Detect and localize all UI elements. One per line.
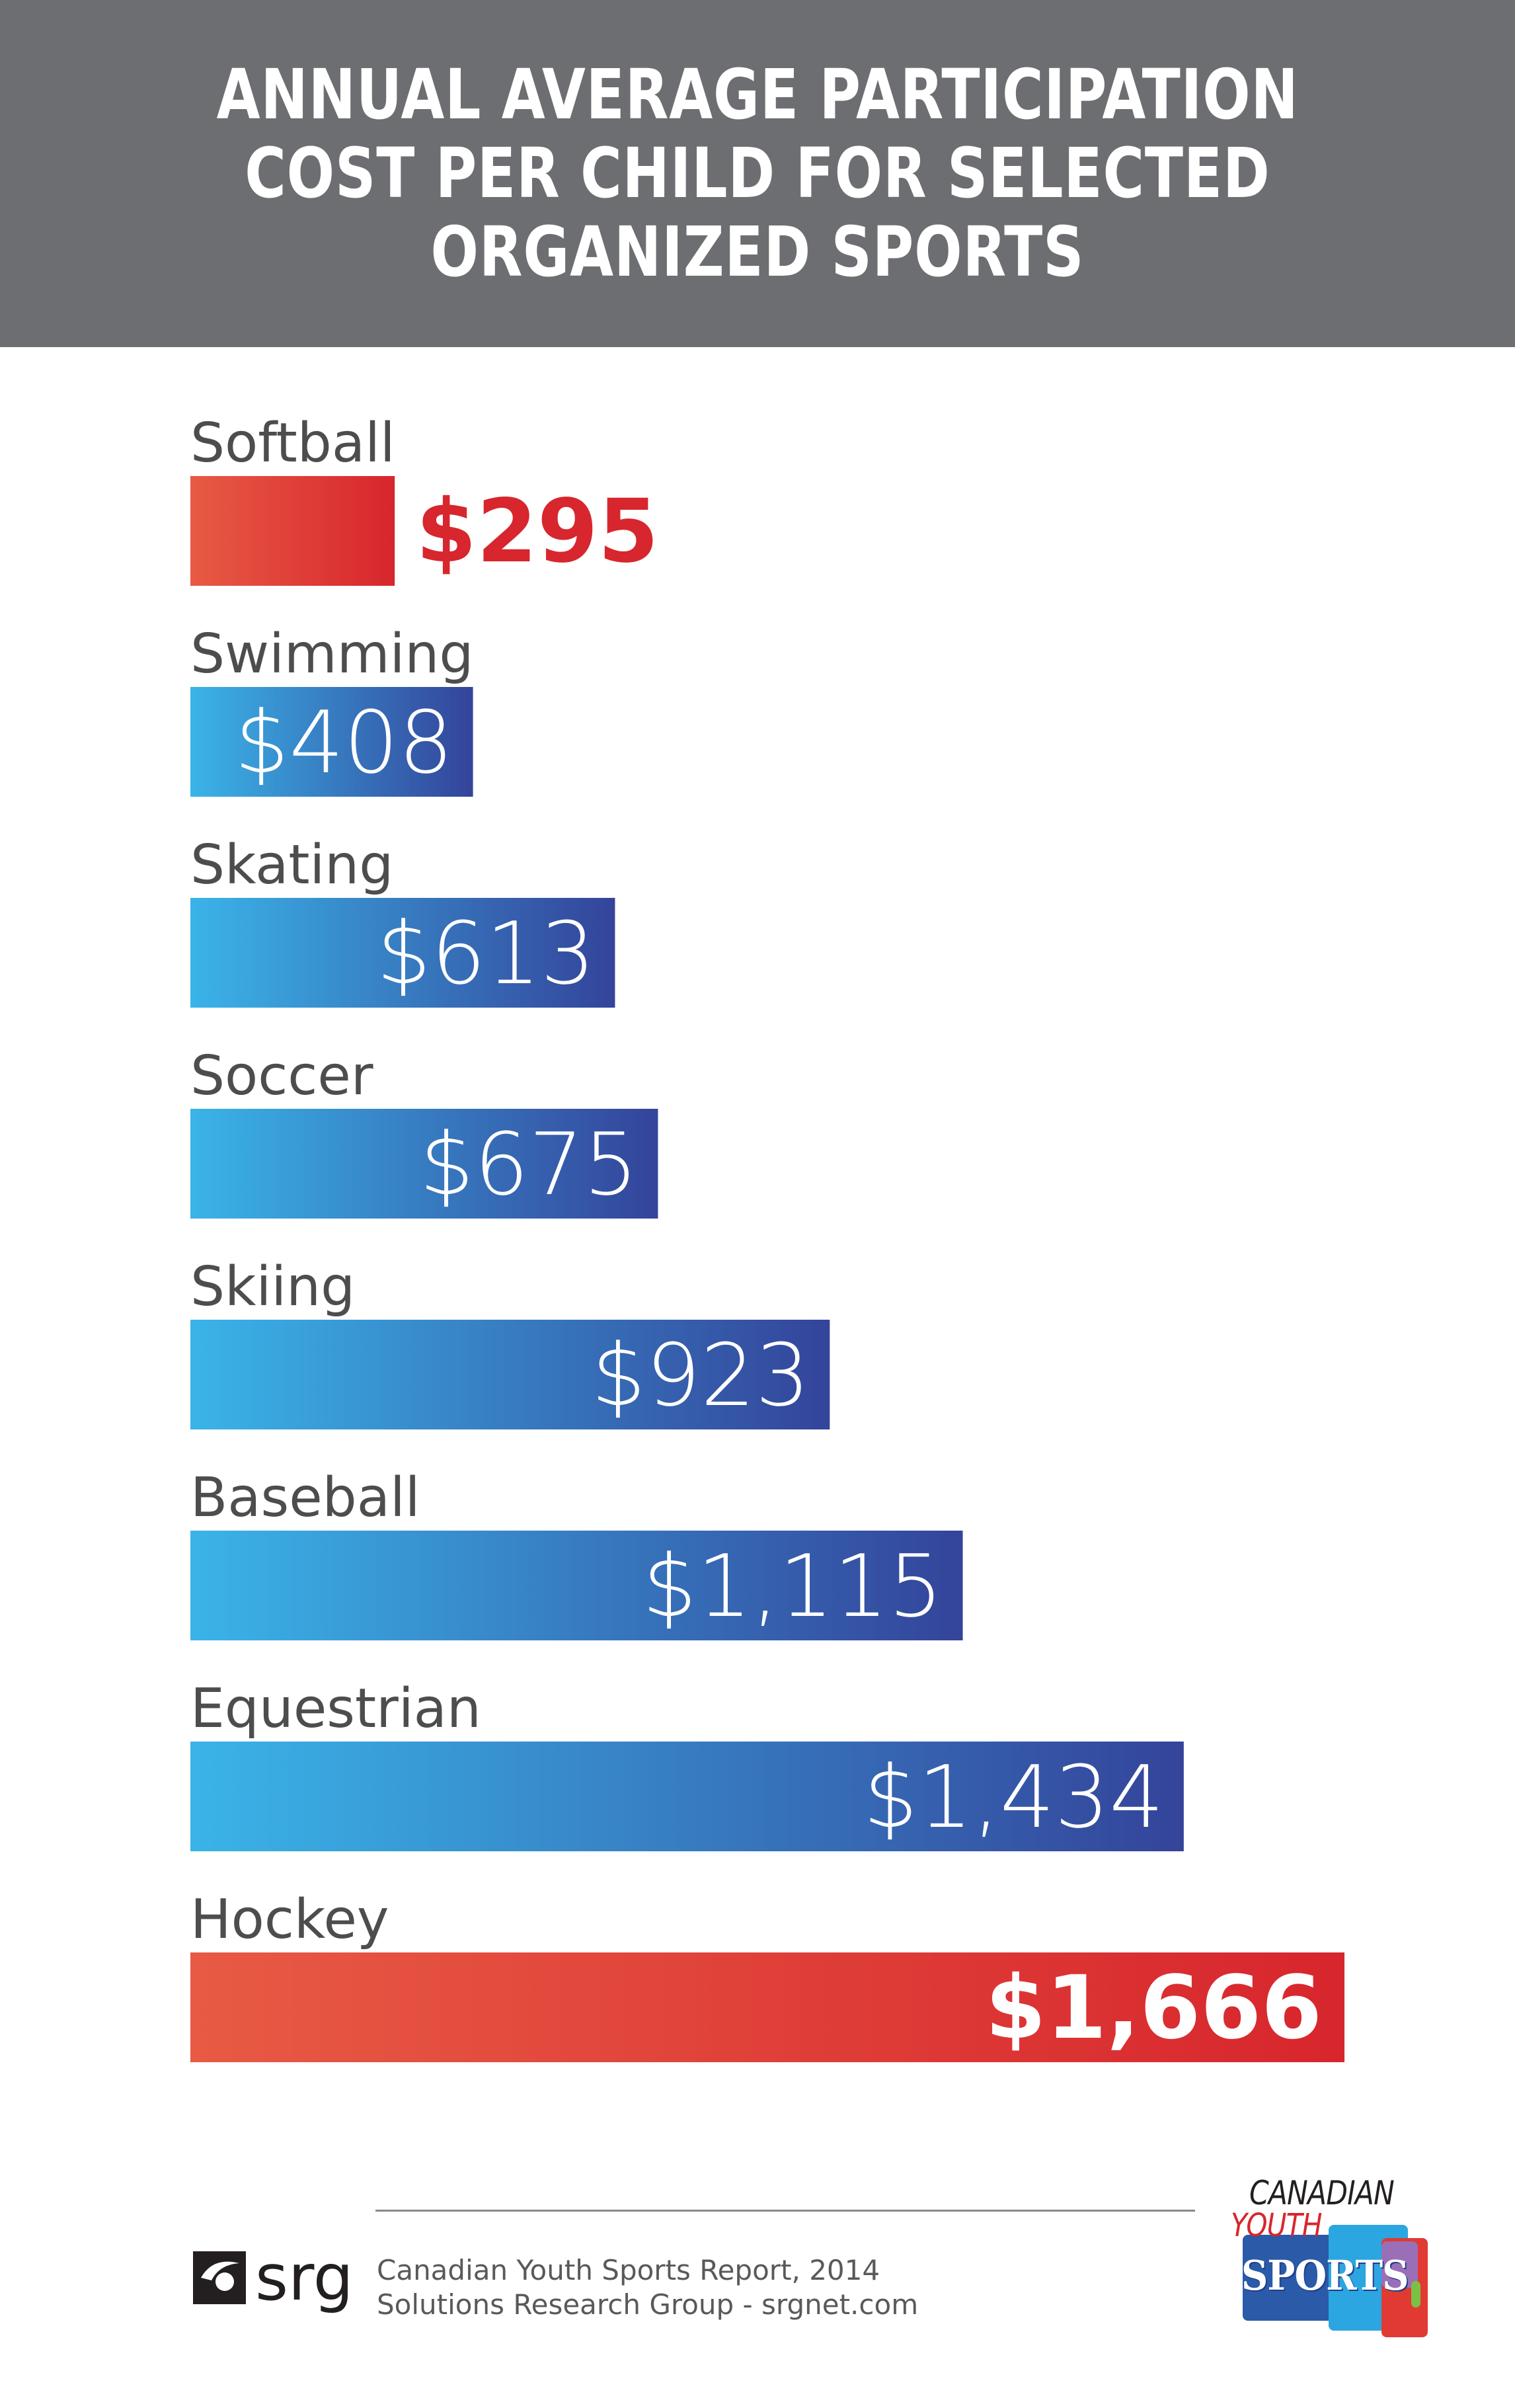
header-banner: ANNUAL AVERAGE PARTICIPATION COST PER CH… bbox=[0, 0, 1515, 347]
bar-skating bbox=[190, 898, 615, 1008]
category-label-equestrian: Equestrian bbox=[190, 1677, 481, 1740]
title-line-3: ORGANIZED SPORTS bbox=[430, 212, 1085, 292]
bar-chart: Softball $295 Swimming$408 Skating$613Socce… bbox=[190, 412, 1344, 2062]
bar-soccer bbox=[190, 1109, 658, 1219]
category-label-skating: Skating bbox=[190, 834, 393, 897]
bar-swimming bbox=[190, 687, 473, 797]
value-label-skating: $613 bbox=[377, 903, 596, 1004]
category-label-soccer: Soccer bbox=[190, 1045, 373, 1107]
logo-block-green bbox=[1411, 2281, 1420, 2308]
bar-equestrian bbox=[190, 1742, 1184, 1851]
logo-block-purple bbox=[1381, 2241, 1418, 2288]
source-note: Canadian Youth Sports Report, 2014 Solut… bbox=[377, 2253, 918, 2322]
srg-logo-icon bbox=[193, 2251, 246, 2304]
srg-logo-text: srg bbox=[255, 2241, 354, 2315]
value-label-equestrian: $1,434 bbox=[863, 1747, 1164, 1847]
category-label-baseball: Baseball bbox=[190, 1466, 420, 1529]
title-line-2: COST PER CHILD FOR SELECTED bbox=[245, 133, 1270, 214]
source-line-1: Canadian Youth Sports Report, 2014 bbox=[377, 2254, 880, 2286]
logo-word-canadian: CANADIAN bbox=[1249, 2174, 1395, 2212]
bar-hockey bbox=[190, 1952, 1344, 2062]
value-label-hockey: $1,666 bbox=[986, 1957, 1322, 2059]
logo-block-blue bbox=[1243, 2235, 1342, 2321]
source-line-2: Solutions Research Group - srgnet.com bbox=[377, 2288, 919, 2321]
value-label-soccer: $675 bbox=[420, 1114, 639, 1215]
logo-word-sports: SPORTS bbox=[1241, 2251, 1409, 2300]
srg-logo: srg bbox=[193, 2245, 354, 2311]
category-label-softball: Softball bbox=[190, 412, 395, 475]
value-label-baseball: $1,115 bbox=[642, 1536, 943, 1636]
canadian-youth-sports-logo: CANADIAN YOUTH SPORTS bbox=[1229, 2169, 1441, 2341]
bars-group: Softball $295 Swimming$408 Skating$613Socce… bbox=[190, 412, 1344, 2062]
logo-word-youth: YOUTH bbox=[1231, 2207, 1322, 2244]
bar-skiing bbox=[190, 1320, 830, 1429]
bar-softball bbox=[190, 476, 395, 586]
bar-baseball bbox=[190, 1531, 963, 1640]
footer-divider bbox=[375, 2210, 1195, 2212]
category-label-hockey: Hockey bbox=[190, 1888, 389, 1951]
category-label-swimming: Swimming bbox=[190, 623, 473, 686]
title-line-1: ANNUAL AVERAGE PARTICIPATION bbox=[216, 54, 1299, 135]
category-label-skiing: Skiing bbox=[190, 1256, 355, 1318]
value-label-softball: $295 bbox=[416, 481, 658, 582]
value-label-skiing: $923 bbox=[591, 1325, 810, 1425]
value-label-swimming: $408 bbox=[235, 692, 453, 793]
